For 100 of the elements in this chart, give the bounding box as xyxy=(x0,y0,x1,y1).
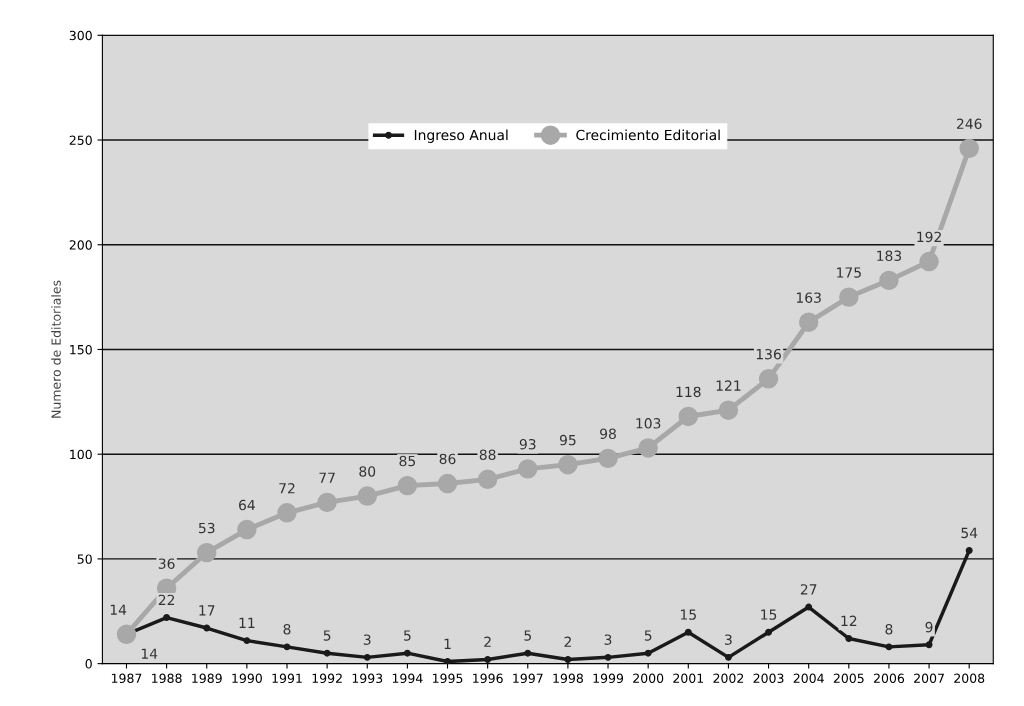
data-label: 9 xyxy=(925,621,933,633)
point xyxy=(959,138,979,159)
point xyxy=(604,653,612,661)
point xyxy=(564,655,572,663)
data-label: 27 xyxy=(800,584,817,595)
point xyxy=(444,658,451,664)
point xyxy=(718,400,739,420)
point xyxy=(357,486,377,506)
x-tick-label: 1993 xyxy=(352,673,383,684)
x-tick-label: 2006 xyxy=(873,673,905,684)
data-label: 85 xyxy=(399,455,416,467)
data-label: 183 xyxy=(877,250,902,261)
point xyxy=(477,469,498,490)
x-tick-label: 1998 xyxy=(553,673,583,684)
x-tick-label: 2008 xyxy=(954,673,985,684)
y-tick-label: 250 xyxy=(69,135,92,145)
data-label: 8 xyxy=(283,623,291,635)
x-tick-label: 2007 xyxy=(914,673,944,684)
data-label: 3 xyxy=(725,634,732,645)
data-label: 14 xyxy=(110,604,127,615)
point xyxy=(437,473,458,494)
x-tick-label: 2000 xyxy=(633,673,664,684)
y-tick-label: 100 xyxy=(70,449,92,460)
point xyxy=(403,649,411,657)
data-label: 192 xyxy=(917,231,941,243)
point xyxy=(879,270,899,291)
data-label: 86 xyxy=(439,453,456,465)
data-label: 72 xyxy=(279,482,295,494)
data-label: 175 xyxy=(837,267,861,278)
point xyxy=(758,369,779,389)
data-label: 103 xyxy=(636,418,661,429)
point xyxy=(919,251,939,272)
data-label: 88 xyxy=(479,449,496,460)
point xyxy=(317,492,337,513)
data-label: 163 xyxy=(796,292,821,303)
point xyxy=(798,312,819,332)
data-label: 246 xyxy=(956,118,982,130)
x-tick-label: 1996 xyxy=(473,673,503,684)
y-tick-label: 300 xyxy=(69,30,92,41)
data-label: 1 xyxy=(444,638,451,649)
point xyxy=(638,438,658,458)
point xyxy=(598,448,618,469)
x-tick-label: 1987 xyxy=(111,673,142,684)
point xyxy=(839,287,859,307)
y-tick-label: 150 xyxy=(70,344,92,355)
point xyxy=(724,653,732,661)
point xyxy=(163,614,171,622)
data-label: 17 xyxy=(199,605,215,616)
data-label: 54 xyxy=(961,527,978,539)
data-label: 2 xyxy=(484,636,491,647)
x-tick-label: 2004 xyxy=(793,673,824,684)
point xyxy=(484,655,492,663)
data-label: 95 xyxy=(559,434,576,446)
data-label: 3 xyxy=(363,634,371,645)
point xyxy=(397,475,418,496)
data-label: 12 xyxy=(841,615,857,626)
data-label: 64 xyxy=(239,499,255,511)
point xyxy=(237,519,257,540)
x-tick-label: 1991 xyxy=(272,673,302,684)
x-tick-label: 2001 xyxy=(673,673,704,684)
point xyxy=(203,624,211,632)
point xyxy=(363,653,371,661)
data-label: 80 xyxy=(359,466,376,477)
y-tick-label: 0 xyxy=(85,659,92,669)
x-tick-label: 2003 xyxy=(753,673,784,684)
point xyxy=(805,603,813,611)
x-tick-label: 1995 xyxy=(432,673,463,684)
data-label: 5 xyxy=(644,630,652,641)
data-label: 5 xyxy=(404,630,411,641)
y-tick-label: 50 xyxy=(77,554,92,564)
point xyxy=(678,406,699,427)
point xyxy=(524,649,532,657)
point xyxy=(925,641,933,649)
data-label: 136 xyxy=(756,348,781,360)
x-tick-label: 1999 xyxy=(593,673,624,684)
legend-label: Ingreso Anual xyxy=(414,129,508,143)
point xyxy=(197,542,217,563)
point xyxy=(518,459,538,479)
point xyxy=(845,635,853,642)
data-label: 15 xyxy=(761,609,777,620)
point xyxy=(558,454,578,475)
point xyxy=(277,503,297,523)
y-axis-title: Numero de Editoriales xyxy=(51,280,61,418)
data-label: 8 xyxy=(885,623,893,635)
data-label: 11 xyxy=(239,617,255,628)
point xyxy=(116,624,137,645)
legend-label: Crecimiento Editorial xyxy=(576,129,720,141)
data-label: 2 xyxy=(564,636,571,647)
data-label: 5 xyxy=(323,630,331,641)
point xyxy=(765,628,773,636)
x-tick-label: 1988 xyxy=(152,673,182,684)
data-label: 93 xyxy=(519,438,536,450)
data-label: 36 xyxy=(158,558,175,569)
data-label: 77 xyxy=(319,472,335,483)
point xyxy=(965,547,973,555)
data-label: 121 xyxy=(716,380,741,391)
x-tick-label: 1997 xyxy=(513,673,543,684)
point xyxy=(684,628,692,636)
data-label: 3 xyxy=(604,634,612,645)
data-label: 15 xyxy=(680,609,696,620)
